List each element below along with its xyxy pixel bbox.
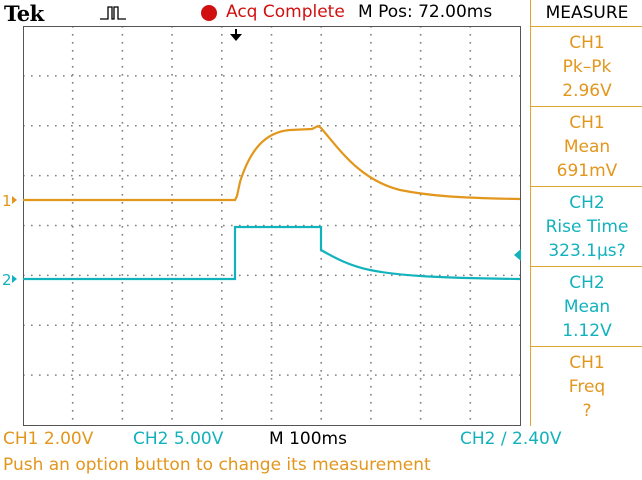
measure-value: ?: [582, 400, 592, 421]
ch2-marker: 2: [2, 271, 12, 289]
measure-type: Mean: [563, 296, 611, 317]
acq-run-indicator-icon: [201, 5, 217, 21]
acq-status: Acq Complete: [226, 2, 345, 22]
measure-slot-1[interactable]: CH1 Pk–Pk 2.96V: [531, 26, 642, 106]
trigger-level-marker-icon: [514, 249, 521, 261]
tek-logo: Tek: [4, 1, 44, 26]
main-position: M Pos: 72.00ms: [358, 2, 493, 22]
timebase: M 100ms: [269, 429, 347, 449]
measure-type: Rise Time: [545, 216, 629, 237]
measure-type: Freq: [568, 376, 606, 397]
measure-value: 2.96V: [562, 80, 612, 101]
ch1-marker: 1: [2, 192, 12, 210]
measure-slot-5[interactable]: CH1 Freq ?: [531, 346, 642, 426]
graticule-border: [23, 26, 521, 426]
ch1-scale: CH1 2.00V: [3, 429, 94, 449]
ch2-scale: CH2 5.00V: [133, 429, 224, 449]
ch1-trace: [23, 124, 521, 202]
measure-channel: CH1: [569, 112, 605, 133]
status-bar: CH1 2.00V CH2 5.00V M 100ms CH2 ∕ 2.40V: [0, 426, 642, 454]
graticule: [23, 26, 520, 425]
measure-channel: CH2: [569, 192, 605, 213]
measure-menu: MEASURE CH1 Pk–Pk 2.96V CH1 Mean 691mV C…: [530, 0, 642, 426]
measure-value: 691mV: [556, 160, 618, 181]
trigger-waveform-icon: [100, 6, 126, 20]
help-message: Push an option button to change its meas…: [3, 455, 431, 475]
menu-title: MEASURE: [545, 3, 629, 23]
measure-type: Pk–Pk: [562, 56, 612, 77]
header-bar: Tek Acq Complete M Pos: 72.00ms: [0, 0, 530, 26]
measure-slot-3[interactable]: CH2 Rise Time 323.1µs?: [531, 186, 642, 266]
measure-channel: CH1: [569, 32, 605, 53]
measure-channel: CH1: [569, 352, 605, 373]
measure-type: Mean: [563, 136, 611, 157]
ch2-trace: [23, 225, 521, 281]
ch2-marker-arrow-icon: [12, 275, 17, 283]
measure-slot-4[interactable]: CH2 Mean 1.12V: [531, 266, 642, 346]
trigger-level: CH2 ∕ 2.40V: [460, 429, 562, 449]
ch1-marker-arrow-icon: [12, 196, 17, 204]
waveform-display: 1 2: [2, 26, 521, 426]
measure-channel: CH2: [569, 272, 605, 293]
measure-value: 323.1µs?: [548, 240, 626, 261]
measure-slot-2[interactable]: CH1 Mean 691mV: [531, 106, 642, 186]
trigger-position-marker-icon: [230, 29, 242, 41]
measure-value: 1.12V: [562, 320, 612, 341]
